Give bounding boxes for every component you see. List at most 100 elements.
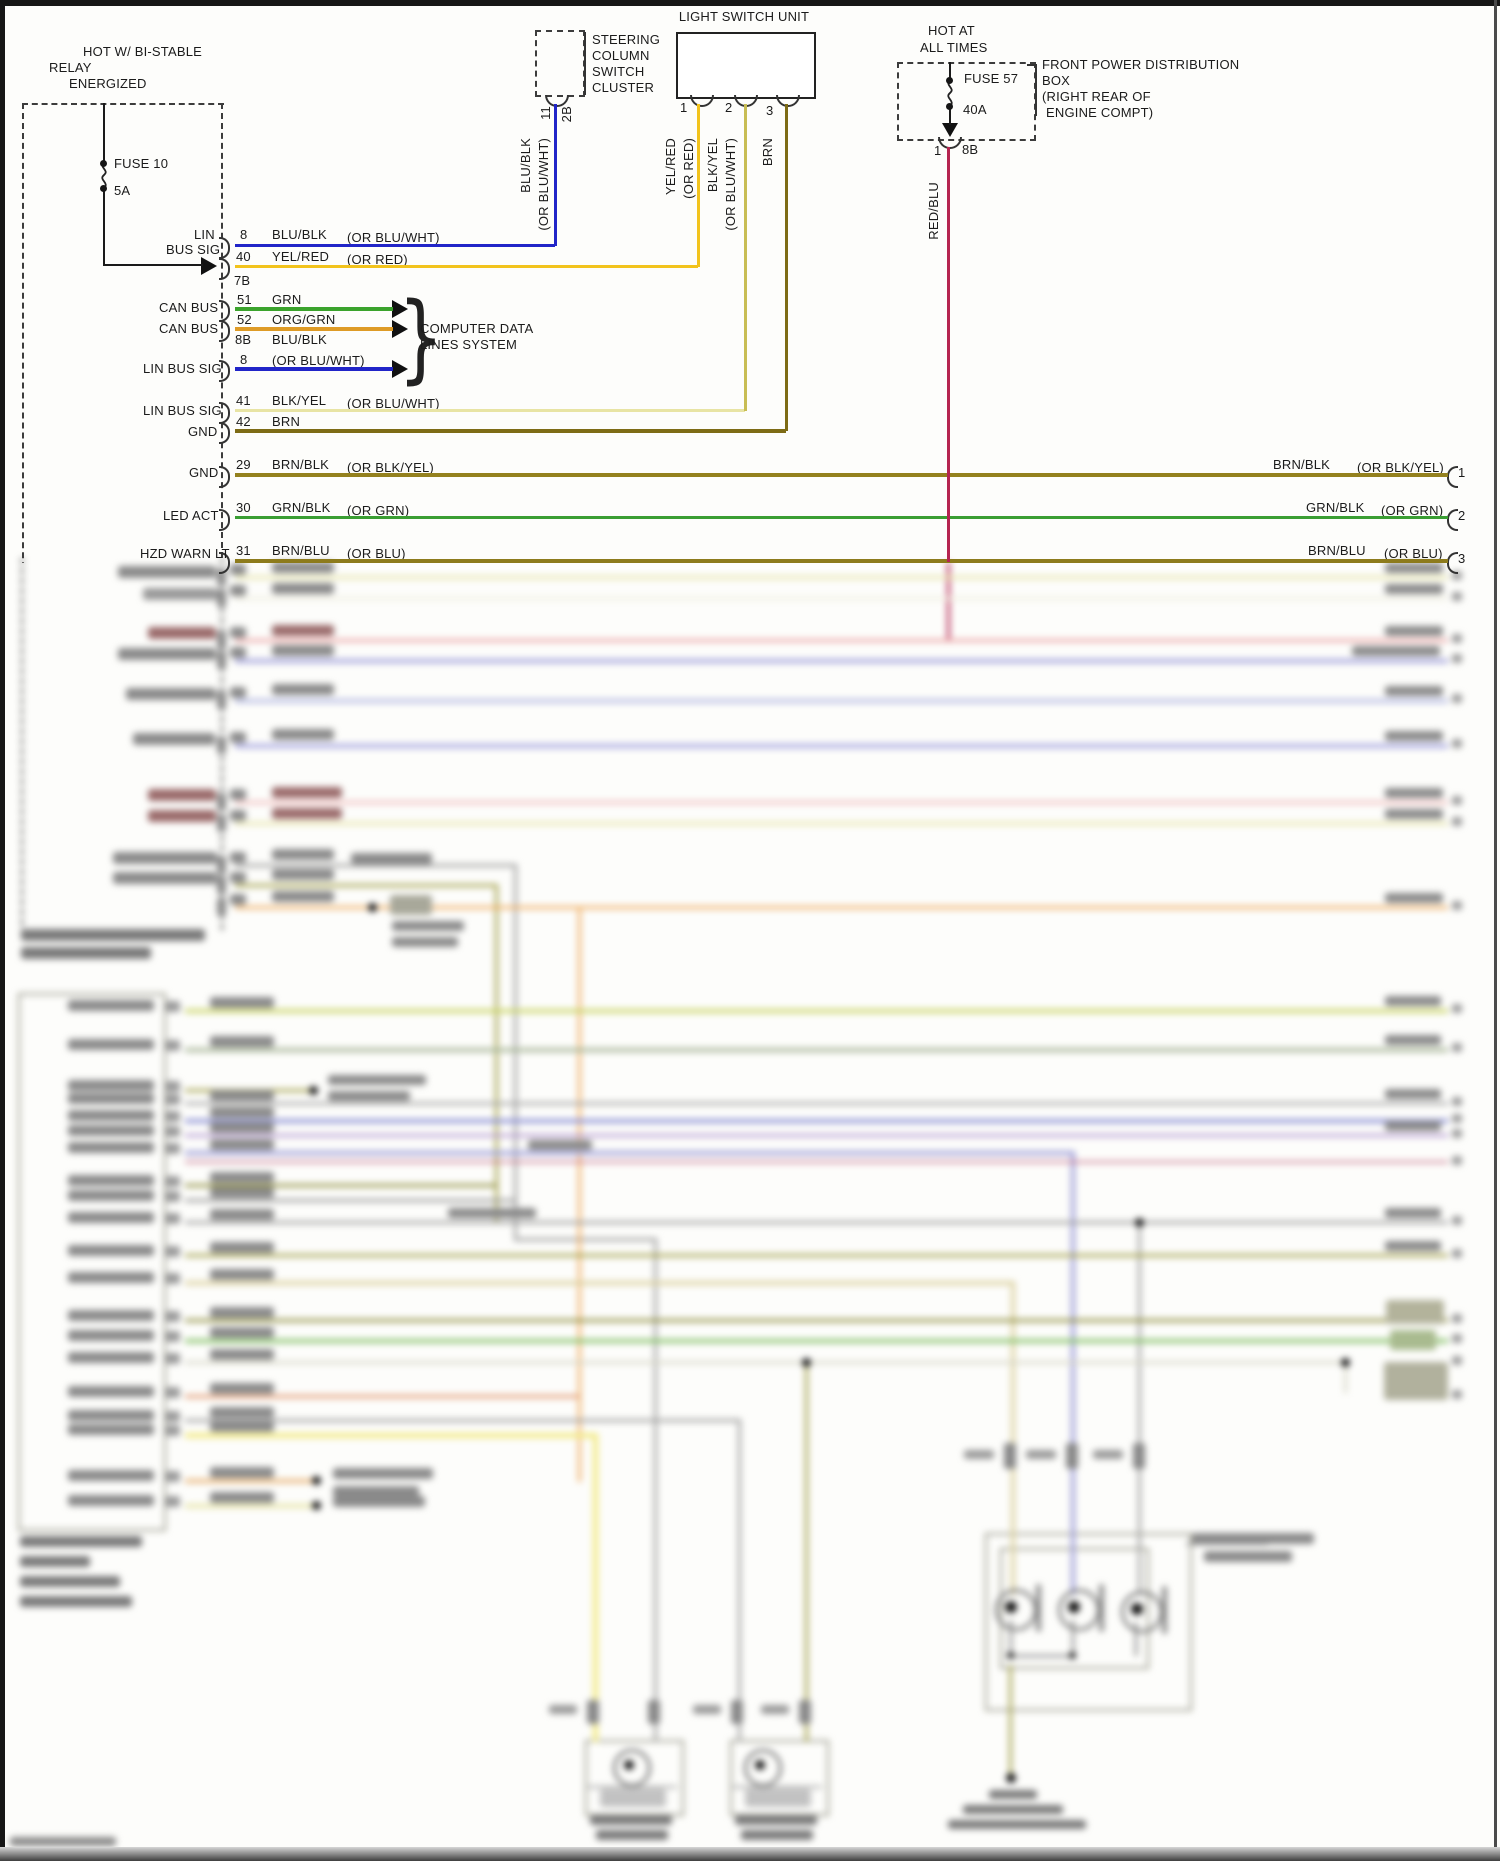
blurred-text xyxy=(21,929,205,941)
connector-arc xyxy=(219,258,230,280)
wire xyxy=(185,1479,316,1483)
blurred-text xyxy=(210,1269,274,1280)
can-bus-arrow-icon xyxy=(392,300,408,318)
blurred-text xyxy=(1452,796,1462,805)
wire xyxy=(514,864,517,1240)
blurred-text xyxy=(1385,1241,1441,1251)
right-color-r30: GRN/BLK xyxy=(1306,500,1365,515)
blurred-text xyxy=(210,1187,274,1198)
pin-42: 42 xyxy=(236,414,251,429)
pin-29: 29 xyxy=(236,457,251,472)
power-name-line1: FRONT POWER DISTRIBUTION xyxy=(1042,57,1240,72)
blurred-text xyxy=(165,1191,180,1202)
wire xyxy=(235,307,393,311)
blurred-text xyxy=(68,1470,154,1481)
relay-title-line1: HOT W/ BI-STABLE xyxy=(83,44,203,59)
blurred-text xyxy=(68,1212,154,1223)
wire xyxy=(1009,1665,1012,1708)
blurred-text xyxy=(731,1700,743,1724)
steering-cluster-line4: CLUSTER xyxy=(592,80,655,95)
wire xyxy=(1071,1151,1075,1595)
steering-cluster-line2: COLUMN xyxy=(592,48,650,63)
signal-led-act: LED ACT xyxy=(163,508,219,523)
signal-lin-line2: BUS SIG xyxy=(166,242,221,257)
blurred-text xyxy=(693,1705,721,1714)
blurred-text xyxy=(1452,1043,1462,1052)
blurred-text xyxy=(210,1172,274,1183)
lsu-pin-3: 3 xyxy=(766,103,774,118)
blurred-text xyxy=(210,1492,274,1503)
lsu-wire1-alt: (OR RED) xyxy=(681,138,696,199)
blurred-text xyxy=(217,651,226,669)
wire xyxy=(554,104,557,246)
wire xyxy=(235,744,1448,748)
wire xyxy=(185,1009,1448,1013)
blurred-text xyxy=(68,1093,154,1104)
blurred-text xyxy=(210,1242,274,1253)
wire xyxy=(1138,1221,1141,1595)
blurred-text xyxy=(1452,1129,1462,1138)
wire xyxy=(185,1161,1448,1163)
wire xyxy=(103,189,105,266)
wire xyxy=(947,562,950,641)
wire xyxy=(1135,1622,1137,1656)
wire xyxy=(1010,1655,1074,1657)
steering-cluster-pin: 11 xyxy=(538,106,553,120)
wire xyxy=(654,1238,657,1742)
junction-dot-icon xyxy=(1069,1652,1076,1659)
connector-arc xyxy=(219,466,230,488)
blurred-text xyxy=(230,627,246,638)
blurred-text xyxy=(1452,592,1462,601)
blurred-text xyxy=(1385,809,1443,819)
wire xyxy=(805,1361,808,1742)
pin-41: 41 xyxy=(236,393,251,408)
wire xyxy=(235,265,698,268)
rear-lamp-assembly-outer-box xyxy=(985,1533,1192,1711)
blurred-text xyxy=(165,1081,180,1092)
blurred-text xyxy=(1385,996,1441,1006)
blurred-text xyxy=(392,921,464,931)
blurred-text xyxy=(948,1820,1086,1829)
blurred-text xyxy=(1192,1533,1314,1544)
power-name-line4: ENGINE COMPT) xyxy=(1046,105,1154,120)
wire xyxy=(733,1786,822,1788)
wire xyxy=(235,884,497,887)
terminal-3: 3 xyxy=(1458,551,1466,566)
blurred-text xyxy=(1452,1004,1462,1013)
blurred-text xyxy=(148,789,216,801)
cluster-wire-alt: (OR BLU/WHT) xyxy=(536,138,551,231)
wire xyxy=(738,1419,741,1742)
blurred-text xyxy=(210,1349,274,1360)
blurred-text xyxy=(390,895,432,915)
wire xyxy=(235,559,1448,563)
wire xyxy=(185,1134,1448,1137)
wire xyxy=(949,108,951,125)
computer-data-line2: LINES SYSTEM xyxy=(420,337,518,352)
blurred-text xyxy=(1004,1443,1016,1469)
blurred-text xyxy=(272,869,334,880)
blurred-text xyxy=(333,1496,425,1507)
blurred-text xyxy=(1385,626,1443,636)
color-r52: ORG/GRN xyxy=(272,312,336,327)
power-cavity: 8B xyxy=(962,142,979,157)
blurred-text xyxy=(1093,1450,1123,1459)
wire xyxy=(185,1254,1448,1257)
connector-arc xyxy=(219,422,230,444)
blurred-text xyxy=(272,583,334,594)
blurred-text xyxy=(217,793,226,811)
page-top-border xyxy=(0,0,1500,6)
wire xyxy=(185,1419,741,1422)
wire xyxy=(185,1339,1448,1343)
blurred-text xyxy=(328,1091,410,1101)
blurred-text xyxy=(68,1080,154,1091)
wire xyxy=(103,264,203,266)
blurred-text xyxy=(68,1310,154,1321)
signal-can-bus-1: CAN BUS xyxy=(159,300,219,315)
wire xyxy=(495,884,498,1224)
wire xyxy=(185,1319,1448,1322)
junction-dot-icon xyxy=(1135,1218,1144,1227)
blurred-text xyxy=(1385,1208,1441,1218)
power-hot-line2: ALL TIMES xyxy=(920,40,988,55)
fuse57-rating: 40A xyxy=(963,102,987,117)
